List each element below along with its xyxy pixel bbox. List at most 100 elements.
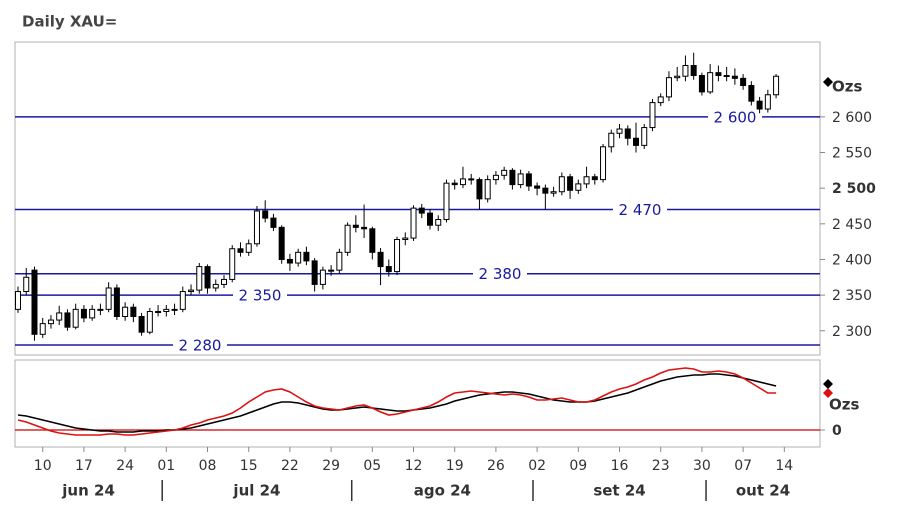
level-label: 2 280 <box>179 337 222 355</box>
x-tick-label: 08 <box>199 458 217 474</box>
candle-body <box>600 146 607 181</box>
oscillator-line <box>17 367 777 436</box>
candle-body <box>113 287 120 317</box>
candle-body <box>196 266 203 291</box>
candle-body <box>550 191 557 194</box>
candle-body <box>748 84 755 102</box>
candle-body <box>484 179 491 200</box>
candle-body <box>328 269 335 272</box>
candle-body <box>319 269 326 285</box>
candle-body <box>221 278 227 285</box>
upper-panel-frame <box>14 41 821 356</box>
candle-body <box>31 269 38 335</box>
candle-body <box>237 248 244 253</box>
candle-body <box>204 266 211 289</box>
candle-body <box>146 311 153 333</box>
candle-body <box>336 251 343 271</box>
x-tick-label: 05 <box>363 458 381 474</box>
candle-body <box>591 176 598 181</box>
legend-label: Ozs <box>832 78 862 96</box>
y-tick-label: 2 500 <box>832 181 876 197</box>
candle-body <box>567 176 574 191</box>
candle-body <box>385 266 392 273</box>
candle-body <box>674 75 681 79</box>
x-tick-label: 26 <box>487 458 505 474</box>
candle-body <box>72 308 79 328</box>
month-label: jun 24 <box>61 482 115 500</box>
candle-body <box>608 132 615 148</box>
level-label-bg <box>173 336 227 355</box>
candle-body <box>517 173 524 186</box>
candle-body <box>212 283 219 289</box>
x-tick-label: 16 <box>611 458 629 474</box>
candle-body <box>394 238 401 273</box>
candle-body <box>361 226 368 230</box>
x-tick-label: 15 <box>240 458 258 474</box>
candle-body <box>501 169 508 176</box>
candle-body <box>402 237 409 240</box>
candle-body <box>633 137 639 146</box>
legend-marker <box>823 379 833 389</box>
candle-body <box>542 187 549 194</box>
candle-body <box>179 291 186 310</box>
candle-body <box>468 178 475 181</box>
candle-body <box>163 308 170 313</box>
legend-label: Ozs <box>829 396 859 414</box>
candle-body <box>122 306 129 317</box>
candle-body <box>558 176 565 193</box>
x-tick-label: 24 <box>116 458 134 474</box>
y-tick-label: 2 600 <box>832 110 872 126</box>
candle-body <box>23 276 30 293</box>
candle-body <box>459 178 466 186</box>
y-tick-label: 2 400 <box>832 252 872 268</box>
candle-body <box>740 77 747 86</box>
candle-body <box>443 182 450 221</box>
candle-body <box>295 251 302 264</box>
candle-body <box>476 179 483 200</box>
candle-body <box>303 251 310 262</box>
candle-body <box>286 258 293 264</box>
level-label: 2 470 <box>619 201 662 219</box>
candle-body <box>138 315 145 333</box>
candle-body <box>171 308 178 311</box>
x-tick-label: 07 <box>734 458 752 474</box>
candle-body <box>97 308 104 311</box>
x-tick-label: 01 <box>157 458 175 474</box>
candle-body <box>707 72 714 93</box>
candle-body <box>665 77 672 98</box>
level-label: 2 350 <box>239 287 282 305</box>
x-tick-label: 19 <box>446 458 464 474</box>
y-tick-label: 2 550 <box>832 146 872 162</box>
candle-body <box>435 219 442 226</box>
candle-body <box>311 260 318 285</box>
candle-body <box>410 207 417 239</box>
candle-body <box>369 228 376 253</box>
candle-body <box>80 308 87 319</box>
level-label-bg <box>613 200 667 219</box>
level-label: 2 600 <box>714 108 757 126</box>
candle-body <box>56 312 63 321</box>
x-tick-label: 23 <box>652 458 670 474</box>
month-label: set 24 <box>593 482 645 500</box>
candle-body <box>698 75 705 93</box>
y-tick-label: 2 350 <box>832 288 872 304</box>
candle-body <box>377 251 384 268</box>
x-tick-label: 10 <box>34 458 52 474</box>
candle-body <box>715 72 722 77</box>
candle-body <box>105 287 112 310</box>
y-tick-label: 0 <box>832 423 842 439</box>
x-tick-label: 02 <box>528 458 546 474</box>
candle-body <box>682 65 689 77</box>
candle-body <box>64 312 71 328</box>
candle-body <box>764 94 771 110</box>
candle-body <box>731 75 738 79</box>
y-tick-label: 2 300 <box>832 324 872 340</box>
level-label-bg <box>708 107 762 126</box>
month-label: ago 24 <box>414 482 471 500</box>
month-label: out 24 <box>736 482 790 500</box>
candle-body <box>641 127 648 146</box>
candle-body <box>155 311 162 314</box>
oscillator-line <box>17 373 777 433</box>
candle-body <box>756 100 763 110</box>
